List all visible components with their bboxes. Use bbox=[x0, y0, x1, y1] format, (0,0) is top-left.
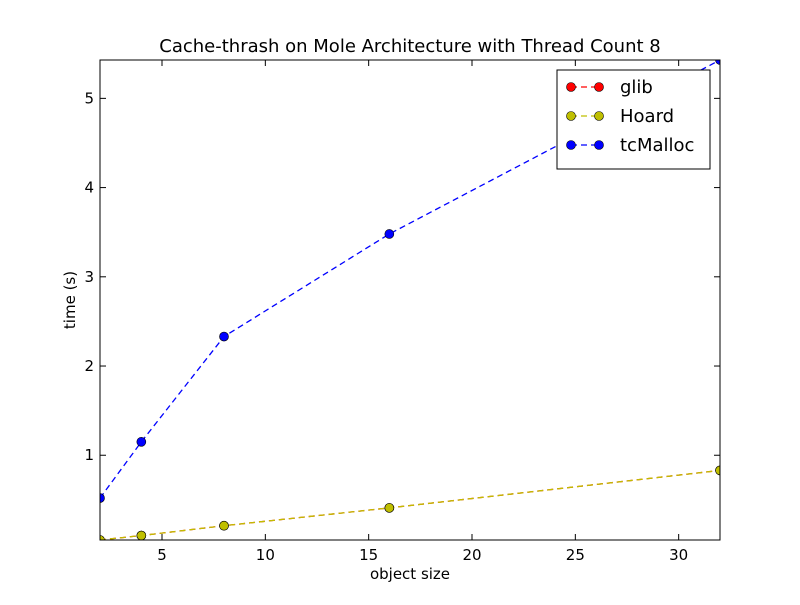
legend-marker-glib bbox=[566, 82, 576, 92]
legend-label-glib: glib bbox=[620, 77, 653, 98]
y-tick-label: 3 bbox=[84, 268, 94, 286]
chart-title: Cache-thrash on Mole Architecture with T… bbox=[159, 36, 660, 57]
data-point-tcmalloc-0 bbox=[100, 493, 105, 503]
legend-label-tcmalloc: tcMalloc bbox=[620, 135, 694, 156]
legend-label-hoard: Hoard bbox=[620, 106, 674, 127]
legend-marker-tcmalloc bbox=[594, 140, 604, 150]
data-point-hoard-2 bbox=[219, 520, 229, 531]
data-point-hoard-0 bbox=[100, 535, 105, 540]
x-axis-label: object size bbox=[370, 565, 450, 583]
y-tick-label: 5 bbox=[84, 89, 94, 107]
legend-marker-glib bbox=[594, 82, 604, 92]
ticks-layer: 5 10 15 20 25 30 1 2 3 4 5 bbox=[84, 60, 720, 564]
legend-marker-tcmalloc bbox=[566, 140, 576, 150]
legend-marker-hoard bbox=[566, 111, 576, 121]
data-point-tcmalloc-1 bbox=[136, 437, 147, 447]
data-point-tcmalloc-2 bbox=[219, 331, 229, 342]
data-point-hoard-4 bbox=[715, 465, 720, 476]
data-point-hoard-1 bbox=[136, 530, 147, 540]
series-layer bbox=[100, 60, 720, 540]
x-tick-label: 20 bbox=[462, 546, 481, 564]
legend: glib Hoard tcMalloc bbox=[556, 69, 711, 170]
y-tick-label: 1 bbox=[84, 446, 94, 464]
x-tick-label: 30 bbox=[669, 546, 688, 564]
y-axis-label: time (s) bbox=[61, 271, 79, 329]
legend-marker-hoard bbox=[594, 111, 604, 121]
x-tick-label: 25 bbox=[566, 546, 585, 564]
data-point-tcmalloc-3 bbox=[384, 229, 395, 239]
data-point-hoard-3 bbox=[384, 503, 395, 513]
x-tick-label: 15 bbox=[359, 546, 378, 564]
x-tick-label: 10 bbox=[256, 546, 275, 564]
y-tick-label: 4 bbox=[84, 179, 94, 197]
plot-frame bbox=[99, 59, 721, 541]
x-tick-label: 5 bbox=[157, 546, 167, 564]
series-line-hoard bbox=[100, 469, 720, 540]
data-point-tcmalloc-4 bbox=[715, 60, 720, 65]
y-tick-label: 2 bbox=[84, 357, 94, 375]
